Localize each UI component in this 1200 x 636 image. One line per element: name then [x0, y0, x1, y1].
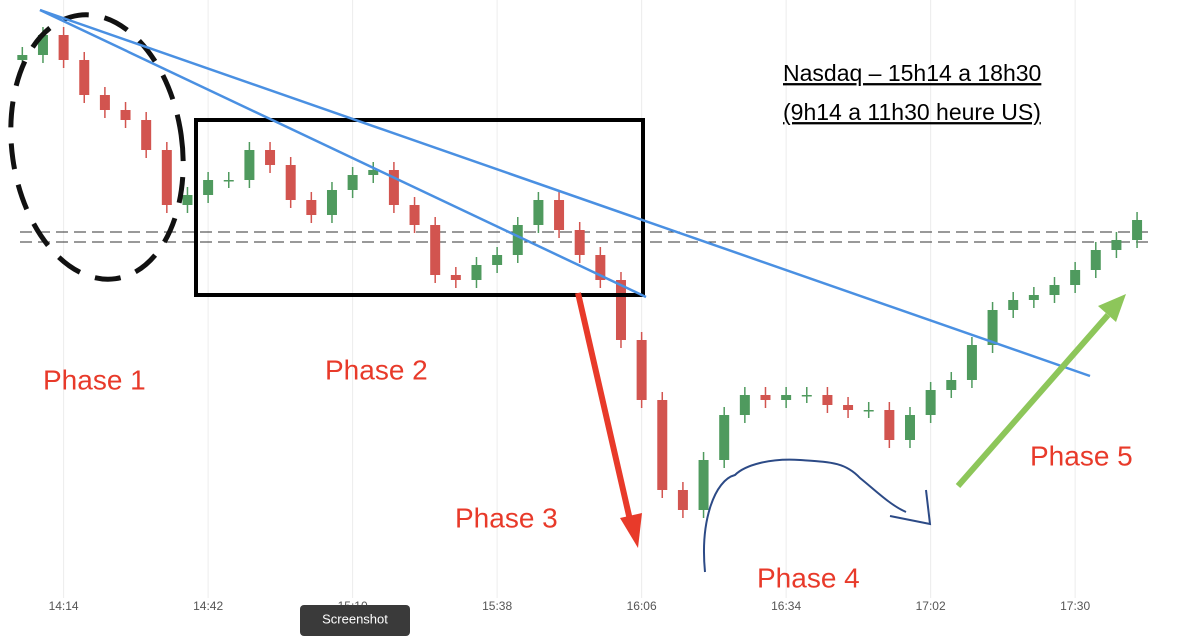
phase-label: Phase 2 — [325, 354, 428, 385]
candle-body — [1008, 300, 1019, 310]
candle-body — [884, 410, 895, 440]
candle-body — [1090, 250, 1101, 270]
x-tick-label: 16:34 — [771, 599, 801, 613]
x-tick-label: 14:14 — [49, 599, 79, 613]
x-tick-label: 16:06 — [627, 599, 657, 613]
dashed-ellipse — [8, 12, 186, 282]
candle-body — [99, 95, 110, 110]
candle-body — [657, 400, 668, 490]
range-box — [194, 118, 645, 297]
candle-body — [182, 195, 193, 205]
candle-body — [326, 190, 337, 215]
candle-body — [161, 150, 172, 205]
phase-label: Phase 4 — [757, 562, 860, 593]
candle-body — [574, 230, 585, 255]
candle-body — [1049, 285, 1060, 295]
candle-body — [1070, 270, 1081, 285]
candle-body — [719, 415, 730, 460]
candle-body — [285, 165, 296, 200]
candle-body — [79, 60, 90, 95]
candle-body — [554, 200, 565, 230]
candle-body — [677, 490, 688, 510]
candle-body — [636, 340, 647, 400]
candle-body — [925, 390, 936, 415]
phase-labels: Phase 1 Phase 2 Phase 3 Phase 4 Phase 5 — [43, 354, 1133, 593]
curve-annotation — [703, 458, 932, 573]
candle-body — [863, 410, 874, 412]
candle-body — [739, 395, 750, 415]
candle-body — [904, 415, 915, 440]
candle-body — [801, 395, 812, 397]
candle-body — [781, 395, 792, 400]
phase-label: Phase 5 — [1030, 440, 1133, 471]
x-tick-label: 14:42 — [193, 599, 223, 613]
candle-body — [265, 150, 276, 165]
candle-body — [615, 280, 626, 340]
candle-body — [58, 35, 69, 60]
trend-line — [39, 8, 647, 299]
candle-body — [306, 200, 317, 215]
candle-body — [760, 395, 771, 400]
candle-body — [17, 55, 28, 60]
candle-body — [203, 180, 214, 195]
candle-body — [347, 175, 358, 190]
title-line: Nasdaq – 15h14 a 18h30 — [783, 60, 1041, 86]
candle-body — [37, 35, 48, 55]
candle-body — [822, 395, 833, 405]
x-tick-label: 17:30 — [1060, 599, 1090, 613]
phase-label: Phase 1 — [43, 364, 146, 395]
candle-body — [987, 310, 998, 345]
candle-body — [368, 170, 379, 175]
candle-body — [533, 200, 544, 225]
candle-body — [120, 110, 131, 120]
candle-body — [409, 205, 420, 225]
candle-body — [1028, 295, 1039, 300]
candle-body — [244, 150, 255, 180]
candle-body — [388, 170, 399, 205]
candle-body — [946, 380, 957, 390]
x-tick-label: 15:38 — [482, 599, 512, 613]
title-line: (9h14 a 11h30 heure US) — [783, 99, 1041, 125]
candle-body — [698, 460, 709, 510]
trend-line — [39, 8, 1091, 378]
red-arrow — [575, 292, 633, 521]
candle-body — [430, 225, 441, 275]
red-arrow-head — [620, 513, 642, 548]
phase-label: Phase 3 — [455, 502, 558, 533]
candle-body — [1111, 240, 1122, 250]
green-arrow-head — [1098, 294, 1126, 322]
candle-body — [1132, 220, 1143, 240]
green-arrow — [955, 313, 1111, 488]
candle-body — [223, 180, 234, 182]
overlay — [300, 605, 410, 636]
x-tick-label: 17:02 — [916, 599, 946, 613]
candle-body — [471, 265, 482, 280]
candle-body — [843, 405, 854, 410]
candle-body — [966, 345, 977, 380]
candle-body — [492, 255, 503, 265]
candle-body — [512, 225, 523, 255]
candle-body — [450, 275, 461, 280]
candle-body — [595, 255, 606, 280]
plot — [17, 27, 1143, 518]
candle-body — [141, 120, 152, 150]
overlay-label: Screenshot — [322, 611, 388, 626]
